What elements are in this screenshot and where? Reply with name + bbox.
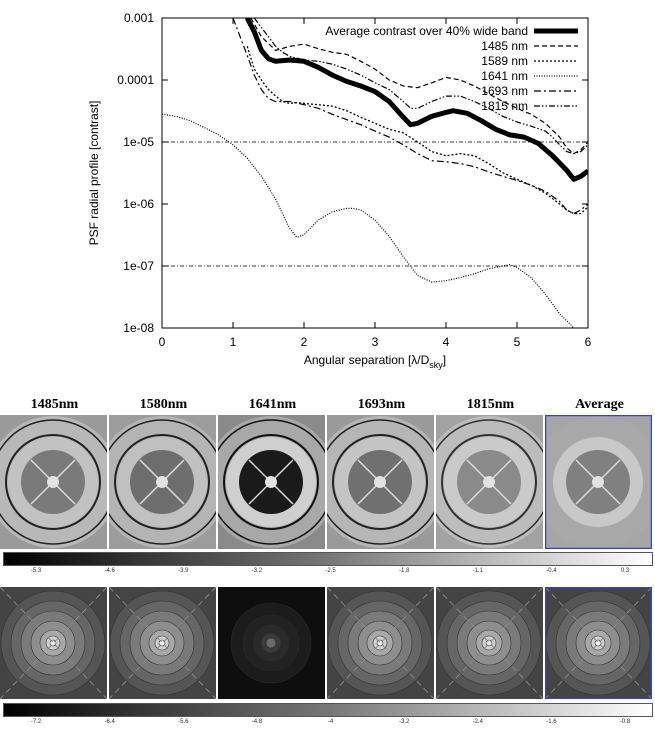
legend-label: 1485 nm (481, 39, 528, 53)
chart-svg: 0.001 0.0001 1e-05 1e-06 1e-07 1e-08 0 1 2 3 4 5 6 An… (87, 11, 592, 370)
colorbar-tick-label: -1.8 (398, 568, 410, 574)
panel-label-1641: 1641nm (248, 397, 297, 412)
panel-label-1693: 1693nm (357, 397, 406, 412)
pupil-image-row (0, 415, 655, 549)
panel-label-1815: 1815nm (466, 397, 515, 412)
x-tick-label: 2 (301, 335, 308, 349)
colorbar-tick-label: -1.1 (472, 568, 483, 574)
x-tick-label: 6 (585, 335, 592, 349)
colorbar-tick-label: -3.2 (398, 719, 410, 725)
y-tick-label: 1e-07 (123, 259, 154, 273)
pupil-image-panel (0, 415, 107, 549)
colorbar-gradient-bottom (3, 703, 653, 717)
colorbar-top: -5.3 -4.6 -3.9 -3.2 -2.5 -1.8 -1.1 -0.4 0.3 (0, 552, 655, 580)
x-tick-label: 1 (230, 335, 237, 349)
psf-image-grid: 1485nm 1580nm 1641nm 1693nm 1815nm Avera… (0, 397, 655, 725)
colorbar-tick-label: -2.4 (472, 719, 483, 725)
y-tick-label: 1e-06 (123, 197, 154, 211)
colorbar-tick-label: -4 (327, 719, 334, 725)
legend-label: Average contrast over 40% wide band (325, 24, 528, 38)
y-tick-label: 0.0001 (117, 73, 154, 87)
series-line-5 (253, 18, 588, 155)
series-line-0 (244, 18, 588, 182)
contrast-chart: 0.001 0.0001 1e-05 1e-06 1e-07 1e-08 0 1 2 3 4 5 6 An… (87, 11, 592, 370)
psf-image-panel (0, 587, 107, 699)
series-line-1 (250, 18, 588, 155)
x-tick-label: 5 (514, 335, 521, 349)
y-axis-label: PSF radial profile [contrast] (87, 101, 101, 246)
pupil-image-panel (436, 415, 543, 549)
colorbar-tick-label: -4.8 (251, 719, 263, 725)
psf-image-panel (327, 587, 434, 699)
colorbar-gradient-top (3, 552, 653, 566)
panel-label-1485: 1485nm (30, 397, 79, 412)
colorbar-tick-label: -0.8 (619, 719, 631, 725)
colorbar-tick-label: -0.4 (546, 568, 557, 574)
colorbar-tick-label: -4.6 (104, 568, 115, 574)
psf-image-panel (109, 587, 216, 699)
series-line-3 (162, 113, 575, 328)
y-tick-label: 1e-05 (123, 135, 154, 149)
colorbar-tick-label: -3.2 (251, 568, 263, 574)
series-line-2 (246, 46, 588, 215)
colorbar-tick-label: -5.6 (178, 719, 189, 725)
colorbar-bottom: -7.2 -6.4 -5.6 -4.8 -4 -3.2 -2.4 -1.6 -0.8 (0, 703, 655, 731)
colorbar-tick-label: -2.5 (325, 568, 336, 574)
colorbar-tick-label: -6.4 (104, 719, 115, 725)
colorbar-tick-label: -7.2 (30, 719, 42, 725)
colorbar-tick-label: -5.3 (30, 568, 42, 574)
y-tick-label: 0.001 (124, 11, 154, 25)
legend-label: 1641 nm (481, 69, 528, 83)
panel-label-1580: 1580nm (139, 397, 188, 412)
psf-image-row (0, 587, 655, 721)
legend-label: 1589 nm (481, 54, 528, 68)
x-tick-label: 3 (372, 335, 379, 349)
psf-image-panel (545, 587, 652, 699)
colorbar-tick-label: 0.3 (620, 568, 630, 574)
legend-label: 1693 nm (481, 84, 528, 98)
x-tick-label: 0 (159, 335, 166, 349)
colorbar-tick-label: -1.6 (546, 719, 557, 725)
x-tick-label: 4 (443, 335, 450, 349)
panel-label-row: 1485nm 1580nm 1641nm 1693nm 1815nm Avera… (0, 397, 655, 415)
psf-image-panel (436, 587, 543, 699)
pupil-image-panel (218, 415, 325, 549)
psf-image-panel (218, 587, 325, 699)
colorbar-tick-label: -3.9 (178, 568, 189, 574)
y-tick-label: 1e-08 (123, 321, 154, 335)
legend-label: 1815 nm (481, 99, 528, 113)
pupil-image-panel (327, 415, 434, 549)
pupil-image-panel (109, 415, 216, 549)
x-axis-label: Angular separation [λ/Dsky] (304, 353, 446, 370)
panel-label-average: Average (575, 397, 624, 412)
pupil-image-panel (545, 415, 652, 549)
